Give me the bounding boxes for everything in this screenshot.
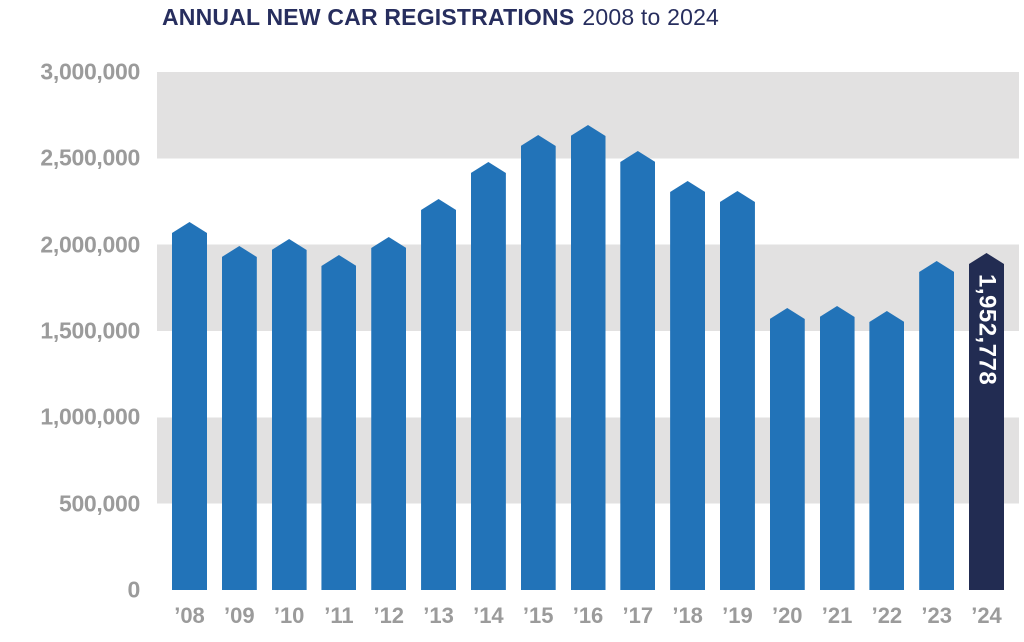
x-tick-label-14: ’14 — [473, 603, 504, 628]
y-tick-label-500000: 500,000 — [58, 490, 140, 517]
bar-15 — [520, 135, 556, 590]
x-tick-label-17: ’17 — [622, 603, 654, 628]
x-tick-label-15: ’15 — [522, 603, 554, 628]
bar-08 — [172, 222, 207, 590]
y-axis-labels: 0 500,000 1,000,000 1,500,000 2,000,000 2,500… — [0, 59, 140, 603]
chart-title: ANNUAL NEW CAR REGISTRATIONS 2008 to 2024 — [162, 4, 719, 31]
bar-12 — [371, 237, 407, 590]
chart-title-main: ANNUAL NEW CAR REGISTRATIONS — [162, 4, 575, 30]
bar-24: 1,952,778 — [969, 253, 1004, 590]
bar-23 — [919, 261, 955, 590]
bar-20 — [769, 308, 805, 590]
bar-22 — [869, 311, 905, 590]
x-tick-label-13: ’13 — [423, 603, 454, 628]
plot-area: 1,952,778 — [157, 72, 1019, 590]
bar-14 — [470, 162, 506, 590]
x-tick-label-21: ’21 — [821, 603, 853, 628]
x-axis-labels: ’08 ’09 ’10 ’11 ’12 ’13 ’14 ’15 ’16 ’17 ’18 ’19 ’20 ’… — [157, 599, 1019, 633]
x-tick-label-23: ’23 — [921, 603, 952, 628]
bar-16 — [570, 125, 606, 590]
x-tick-label-11: ’11 — [324, 603, 354, 628]
y-tick-label-2000000: 2,000,000 — [40, 231, 140, 258]
bar-21 — [819, 306, 855, 590]
x-tick-label-12: ’12 — [373, 603, 405, 628]
bar-17 — [620, 151, 656, 590]
chart-title-range: 2008 to 2024 — [582, 4, 720, 30]
highlight-bar-value-label: 1,952,778 — [973, 274, 1001, 386]
y-tick-label-1000000: 1,000,000 — [40, 403, 140, 430]
x-tick-label-10: ’10 — [273, 603, 305, 628]
y-tick-label-2500000: 2,500,000 — [40, 144, 140, 171]
bar-11 — [321, 255, 357, 590]
bar-series: 1,952,778 — [157, 72, 1019, 590]
bar-09 — [221, 246, 257, 590]
x-tick-label-22: ’22 — [871, 603, 903, 628]
bar-13 — [421, 199, 457, 590]
x-tick-label-18: ’18 — [672, 603, 703, 628]
bar-18 — [670, 181, 706, 590]
y-tick-label-1500000: 1,500,000 — [40, 317, 140, 344]
x-tick-label-20: ’20 — [771, 603, 803, 628]
x-tick-label-24: ’24 — [971, 603, 1002, 628]
x-tick-label-19: ’19 — [722, 603, 753, 628]
y-tick-label-3000000: 3,000,000 — [40, 58, 140, 85]
bar-19 — [719, 191, 755, 590]
y-tick-label-0: 0 — [127, 576, 141, 603]
bar-10 — [271, 239, 307, 590]
x-tick-label-08: ’08 — [174, 603, 205, 628]
x-tick-label-16: ’16 — [572, 603, 604, 628]
x-tick-label-09: ’09 — [224, 603, 255, 628]
